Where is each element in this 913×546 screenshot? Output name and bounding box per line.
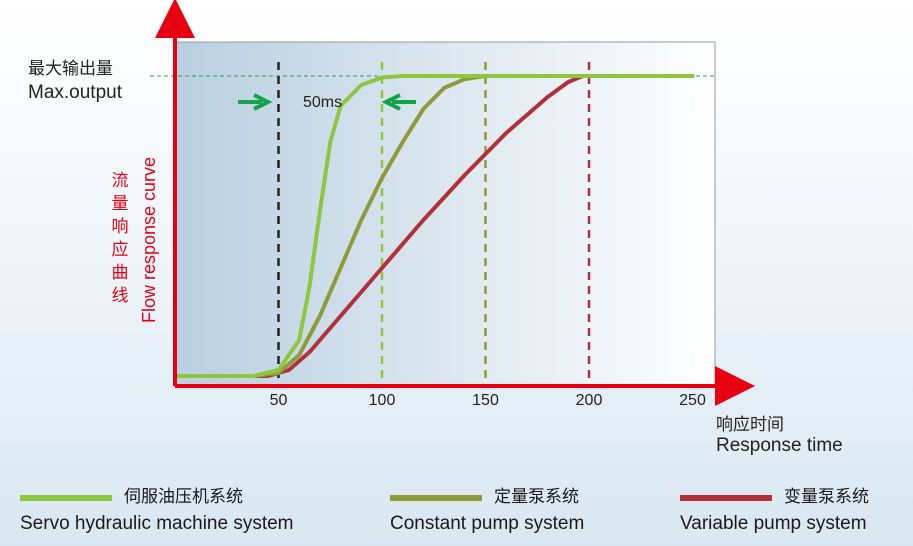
x-tick-label: 250 (679, 392, 706, 409)
y-axis-label-zh-char: 流 (112, 171, 129, 190)
max-output-label-zh: 最大输出量 (28, 59, 113, 78)
max-output-label-en: Max.output (28, 82, 123, 103)
legend-constant: 定量泵系统 Constant pump system (390, 482, 584, 535)
legend-servo: 伺服油压机系统 Servo hydraulic machine system (20, 482, 294, 535)
plot-frame (174, 41, 716, 388)
legend-label-zh: 伺服油压机系统 (124, 487, 243, 506)
legend-swatch-servo (20, 494, 112, 501)
series-line-0 (173, 74, 695, 378)
arrow-right-icon (238, 93, 273, 111)
flow-response-chart: 50ms 50 100 150 200 250 最大输出量 Max.output 响应时间Res… (28, 0, 843, 456)
y-axis-label-zh-char: 曲 (112, 263, 129, 282)
x-tick-label: 100 (369, 392, 396, 409)
x-axis-label-en: Response time (716, 435, 843, 456)
y-axis-label-zh-char: 量 (112, 194, 129, 213)
y-axis-label-zh-char: 线 (112, 286, 129, 305)
annotation-50ms: 50ms (303, 94, 342, 111)
legend-swatch-constant (390, 494, 482, 501)
series-line-2 (173, 74, 695, 378)
y-axis-label-en: Flow response curve (139, 157, 159, 323)
x-tick-label: 150 (472, 392, 499, 409)
legend-label-en: Variable pump system (680, 513, 867, 534)
legend-label-en: Constant pump system (390, 513, 585, 534)
x-tick-label: 200 (576, 392, 603, 409)
x-axis-label-zh: 响应时间 (716, 415, 784, 434)
series-line-1 (173, 74, 695, 378)
x-tick-label: 50 (270, 392, 288, 409)
legend-label-zh: 变量泵系统 (784, 487, 869, 506)
y-axis-label-zh-char: 响 (112, 217, 129, 236)
legend-variable: 变量泵系统 Variable pump system (680, 482, 869, 535)
legend-swatch-variable (680, 494, 772, 501)
legend-label-en: Servo hydraulic machine system (20, 513, 294, 534)
y-axis-label-zh-char: 应 (112, 240, 129, 259)
arrow-left-icon (381, 93, 416, 111)
legend-label-zh: 定量泵系统 (494, 487, 579, 506)
